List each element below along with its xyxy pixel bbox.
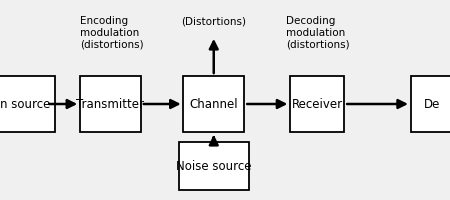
- Bar: [290, 76, 344, 132]
- Bar: [184, 76, 244, 132]
- Text: Transmitter: Transmitter: [76, 98, 144, 110]
- Bar: [179, 142, 248, 190]
- Text: Channel: Channel: [189, 98, 238, 110]
- Bar: [80, 76, 140, 132]
- Text: Decoding
modulation
(distortions): Decoding modulation (distortions): [286, 16, 349, 49]
- Text: (Distortions): (Distortions): [181, 16, 246, 26]
- Text: n source: n source: [0, 98, 50, 110]
- Text: De: De: [424, 98, 440, 110]
- Text: Encoding
modulation
(distortions): Encoding modulation (distortions): [80, 16, 144, 49]
- Text: Noise source: Noise source: [176, 160, 252, 172]
- Bar: [0, 76, 55, 132]
- Bar: [410, 76, 450, 132]
- Text: Receiver: Receiver: [292, 98, 343, 110]
